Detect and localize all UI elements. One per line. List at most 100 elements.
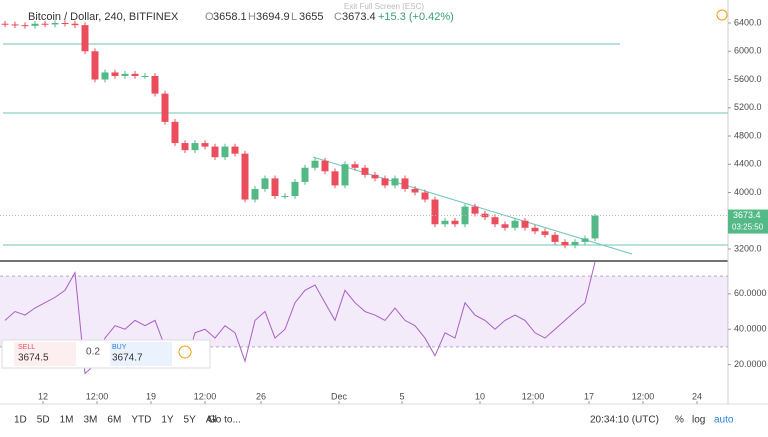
y-tick-label: 6400.0 [734,17,762,27]
candle-body [181,143,189,151]
candle-body [171,121,179,144]
candle-body [481,213,489,218]
candle-body [31,23,39,26]
range-button[interactable]: 3M [84,415,98,426]
x-tick-label: 17 [584,391,594,401]
range-button[interactable]: 5Y [184,415,197,426]
candle-body [111,72,119,76]
candle-body [231,146,239,154]
log-toggle[interactable]: log [692,415,705,426]
candle-body [401,178,409,189]
buy-price: 3674.7 [112,353,143,364]
ohlc-value: 3658.1 [213,11,247,23]
candle-body [551,234,559,242]
candle-body [51,23,59,25]
candle-body [281,196,289,198]
x-tick-label: 24 [692,391,702,401]
y-tick-label: 4800.0 [734,130,762,140]
buy-label: BUY [112,344,127,351]
candle-body [391,178,399,186]
range-button[interactable]: 5D [37,415,50,426]
candle-body [11,24,19,26]
percent-toggle[interactable]: % [675,415,684,426]
candle-body [411,188,419,193]
goto[interactable]: Go to... [208,415,241,426]
candle-body [491,217,499,225]
x-tick-label: 12:00 [632,391,655,401]
candle-body [381,178,389,186]
x-tick-label: 12:00 [522,391,545,401]
sell-button[interactable] [14,342,76,366]
candle-body [221,146,229,158]
info-icon[interactable] [716,9,728,21]
candle-body [501,224,509,228]
candle-body [331,171,339,186]
range-button[interactable]: 1M [60,415,74,426]
candle-body [251,188,259,200]
exit-hint: Exit Full Screen (ESC) [344,2,424,11]
candle-body [81,25,89,52]
info-icon[interactable] [178,345,192,359]
y-tick-label: 4400.0 [734,159,762,169]
x-tick-label: 19 [146,391,156,401]
candle-body [361,167,369,175]
rsi-band [0,276,728,347]
range-button[interactable]: YTD [131,415,151,426]
y-tick-label: 5600.0 [734,74,762,84]
auto-toggle[interactable]: auto [714,415,734,426]
ohlc-value: 3673.4 [342,11,376,23]
buy-button[interactable] [110,342,172,366]
candle-body [121,73,129,76]
candle-body [91,51,99,80]
ohlc-letter: L [291,11,297,23]
quantity: 0.2 [86,347,100,358]
candle-body [311,160,319,168]
symbol: Bitcoin / Dollar, 240, BITFINEX [28,11,179,23]
x-tick-label: Dec [331,391,348,401]
ohlc-letter: C [334,11,342,23]
change: +15.3 (+0.42%) [378,11,454,23]
range-button[interactable]: 6M [107,415,121,426]
candle-body [471,206,479,214]
y-tick-label: 6000.0 [734,46,762,56]
candle-body [61,23,69,25]
clock: 20:34:10 (UTC) [590,415,659,426]
candle-body [41,23,49,25]
candle-body [1,23,9,25]
last-price-label: 3673.4 [733,210,761,220]
candle-body [421,192,429,200]
x-tick-label: 12:00 [194,391,217,401]
ohlc-letter: O [205,11,214,23]
candle-body [141,75,149,77]
range-button[interactable]: 1Y [161,415,174,426]
candle-body [321,160,329,172]
range-button[interactable]: All [206,415,217,426]
candle-body [151,75,159,94]
candle-body [561,241,569,246]
candle-body [521,220,529,228]
candle-body [161,93,169,122]
x-tick-label: 5 [399,391,404,401]
sell-label: SELL [18,344,35,351]
countdown: 03:25:50 [732,223,764,232]
y-tick-label: 4000.0 [734,187,762,197]
candle-body [211,146,219,158]
candle-body [541,231,549,235]
candle-body [241,153,249,200]
range-button[interactable]: 1D [14,415,27,426]
x-tick-label: 26 [256,391,266,401]
y-tick-label: 3200.0 [734,243,762,253]
candle-body [591,215,599,239]
candle-body [451,220,459,225]
candle-body [341,164,349,186]
x-tick-label: 12:00 [86,391,109,401]
last-price-tag [728,209,768,234]
candle-body [71,23,79,26]
candle-body [271,178,279,197]
candle-body [301,167,309,182]
ohlc-value: 3655 [299,11,323,23]
sell-price: 3674.5 [18,353,49,364]
ohlc-letter: H [248,11,256,23]
candle-body [441,220,449,225]
candle-body [571,241,579,246]
